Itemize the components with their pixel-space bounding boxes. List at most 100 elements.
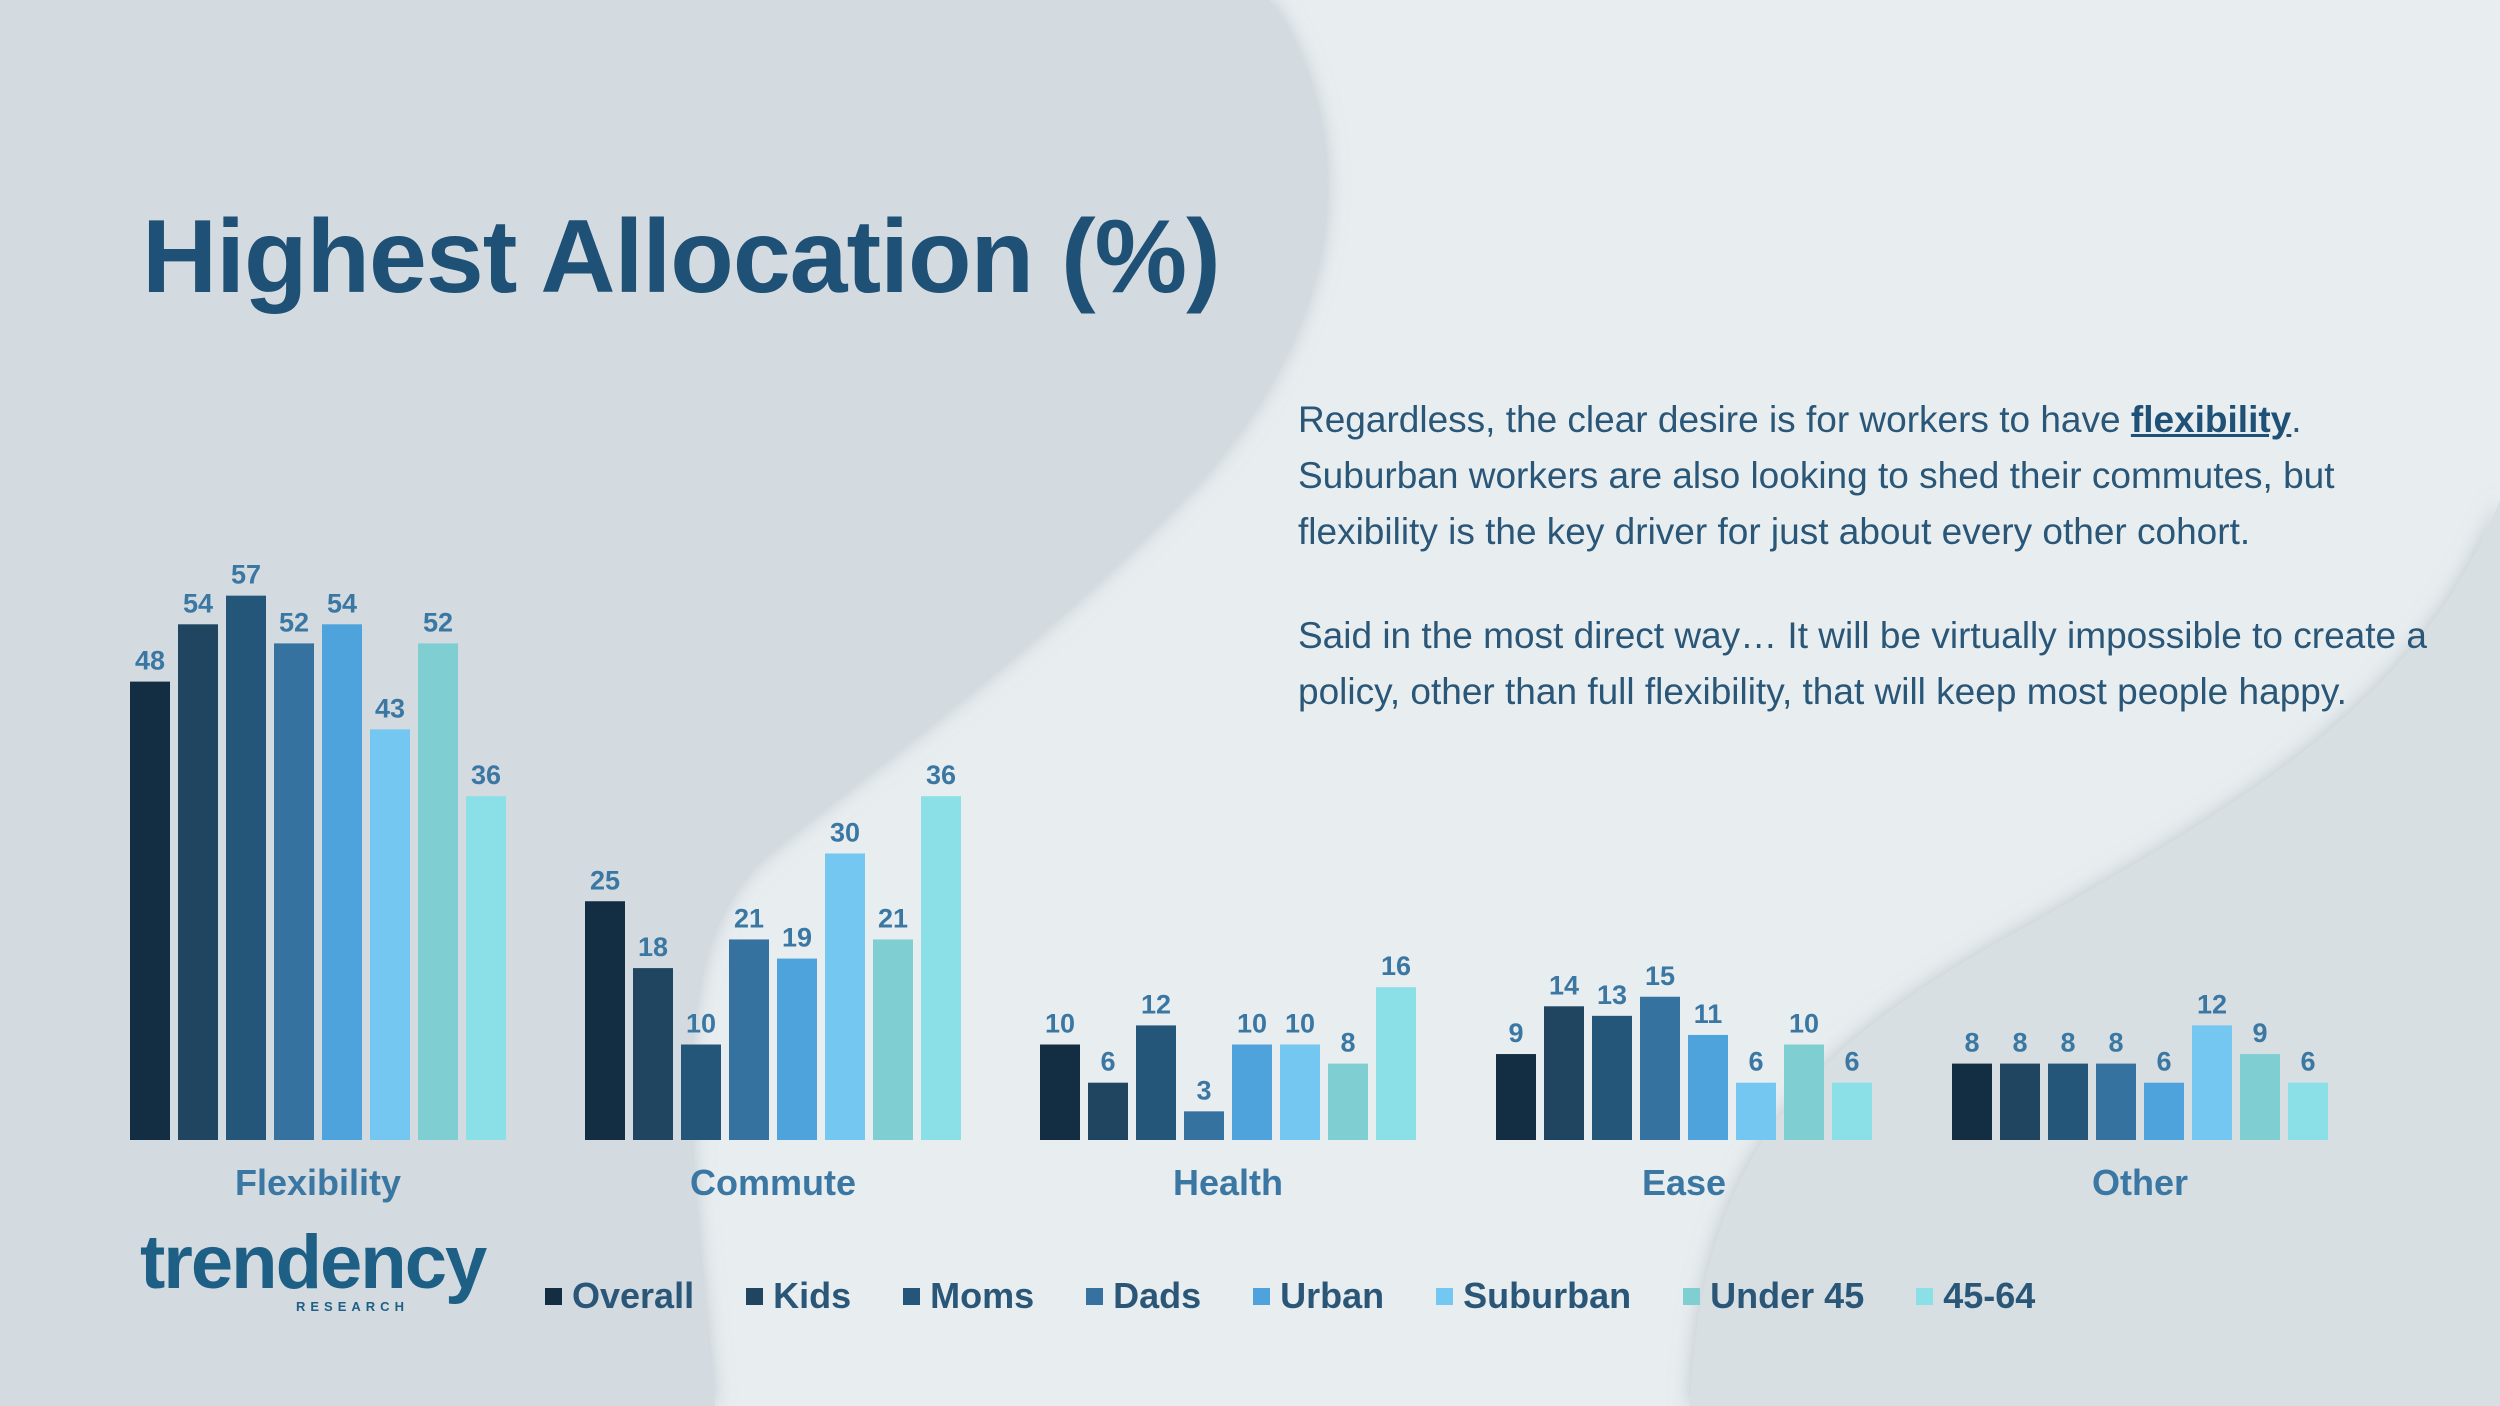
bar-ease-overall	[1496, 1054, 1536, 1140]
data-label: 10	[686, 1009, 716, 1039]
legend-label: Suburban	[1463, 1275, 1632, 1316]
bar-ease-dads	[1640, 996, 1680, 1140]
logo-subtitle: RESEARCH	[296, 1299, 409, 1314]
legend-item-kids: Kids	[746, 1275, 851, 1317]
data-label: 9	[1508, 1018, 1523, 1048]
legend-swatch	[903, 1287, 921, 1305]
trendency-logo: trendency RESEARCH	[140, 1220, 487, 1315]
bar-other-45-64	[2288, 1082, 2328, 1140]
data-label: 9	[2252, 1018, 2267, 1048]
bar-ease-moms	[1592, 1015, 1632, 1140]
bar-flexibility-dads	[274, 643, 314, 1140]
bar-flexibility-moms	[226, 595, 266, 1140]
data-label: 19	[782, 923, 812, 953]
data-label: 13	[1597, 980, 1627, 1010]
legend-label: Urban	[1280, 1275, 1385, 1316]
data-label: 6	[1100, 1047, 1115, 1077]
bar-other-urban	[2144, 1082, 2184, 1140]
bar-health-moms	[1136, 1025, 1176, 1140]
legend-swatch	[1916, 1287, 1934, 1305]
data-label: 8	[1340, 1028, 1355, 1058]
bar-commute-45-64	[921, 796, 961, 1140]
bar-other-under-45	[2240, 1054, 2280, 1140]
bar-ease-kids	[1544, 1006, 1584, 1140]
bar-ease-under-45	[1784, 1044, 1824, 1140]
commentary-paragraph-1: Regardless, the clear desire is for work…	[1298, 399, 2335, 552]
data-label: 6	[2300, 1047, 2315, 1077]
data-label: 52	[423, 607, 453, 637]
data-label: 30	[830, 818, 860, 848]
bar-health-suburban	[1280, 1044, 1320, 1140]
data-label: 16	[1381, 951, 1411, 981]
data-label: 52	[279, 607, 309, 637]
legend-item-45-64: 45-64	[1916, 1275, 2035, 1317]
bar-commute-urban	[777, 958, 817, 1140]
bar-other-dads	[2096, 1063, 2136, 1140]
data-label: 36	[471, 760, 501, 790]
legend-item-under-45: Under 45	[1683, 1275, 1864, 1317]
category-label-ease: Ease	[1642, 1162, 1726, 1203]
data-label: 18	[638, 932, 668, 962]
bar-other-moms	[2048, 1063, 2088, 1140]
bar-commute-kids	[633, 968, 673, 1140]
bar-health-overall	[1040, 1044, 1080, 1140]
bar-other-overall	[1952, 1063, 1992, 1140]
bar-ease-urban	[1688, 1034, 1728, 1140]
data-label: 57	[231, 560, 261, 590]
legend-item-moms: Moms	[903, 1275, 1034, 1317]
data-label: 21	[734, 903, 764, 933]
data-label: 25	[590, 865, 620, 895]
bar-commute-overall	[585, 901, 625, 1140]
legend-item-dads: Dads	[1086, 1275, 1201, 1317]
legend-item-suburban: Suburban	[1436, 1275, 1631, 1317]
category-label-health: Health	[1173, 1162, 1283, 1203]
bar-health-urban	[1232, 1044, 1272, 1140]
data-label: 6	[1748, 1047, 1763, 1077]
legend-label: Under 45	[1710, 1275, 1865, 1316]
data-label: 14	[1549, 970, 1579, 1000]
data-label: 3	[1196, 1075, 1211, 1105]
legend-swatch	[1086, 1287, 1104, 1305]
logo-wordmark: trendency	[140, 1220, 487, 1305]
data-label: 54	[327, 588, 357, 618]
legend-label: Overall	[572, 1275, 695, 1316]
data-label: 10	[1045, 1009, 1075, 1039]
bar-other-kids	[2000, 1063, 2040, 1140]
emphasis-flexibility: flexibility	[2130, 399, 2292, 440]
bar-commute-dads	[729, 939, 769, 1140]
legend-item-overall: Overall	[545, 1275, 694, 1317]
data-label: 8	[2060, 1028, 2075, 1058]
bar-ease-suburban	[1736, 1082, 1776, 1140]
data-label: 8	[1964, 1028, 1979, 1058]
bar-other-suburban	[2192, 1025, 2232, 1140]
data-label: 12	[2197, 989, 2227, 1019]
bar-flexibility-suburban	[370, 729, 410, 1140]
category-label-commute: Commute	[690, 1162, 856, 1203]
bar-health-kids	[1088, 1082, 1128, 1140]
data-label: 12	[1141, 989, 1171, 1019]
commentary-text: Regardless, the clear desire is for work…	[1298, 392, 2438, 768]
data-label: 10	[1789, 1009, 1819, 1039]
data-label: 10	[1285, 1009, 1315, 1039]
data-label: 43	[375, 693, 405, 723]
bar-ease-45-64	[1832, 1082, 1872, 1140]
category-label-other: Other	[2092, 1162, 2188, 1203]
legend-swatch	[1436, 1287, 1454, 1305]
bar-commute-under-45	[873, 939, 913, 1140]
legend-label: Kids	[773, 1275, 852, 1316]
chart-legend: Overall Kids Moms Dads Urban Suburban Under 45…	[545, 1275, 2087, 1317]
data-label: 54	[183, 588, 213, 618]
legend-swatch	[1683, 1287, 1701, 1305]
bar-flexibility-45-64	[466, 796, 506, 1140]
legend-label: Dads	[1113, 1275, 1202, 1316]
data-label: 6	[2156, 1047, 2171, 1077]
bar-flexibility-overall	[130, 681, 170, 1140]
data-label: 8	[2012, 1028, 2027, 1058]
data-label: 11	[1694, 999, 1723, 1029]
commentary-paragraph-2: Said in the most direct way… It will be …	[1298, 615, 2427, 712]
bar-flexibility-kids	[178, 624, 218, 1140]
page-title: Highest Allocation (%)	[142, 199, 1221, 315]
data-label: 48	[135, 646, 165, 676]
bar-flexibility-under-45	[418, 643, 458, 1140]
category-label-flexibility: Flexibility	[235, 1162, 401, 1203]
